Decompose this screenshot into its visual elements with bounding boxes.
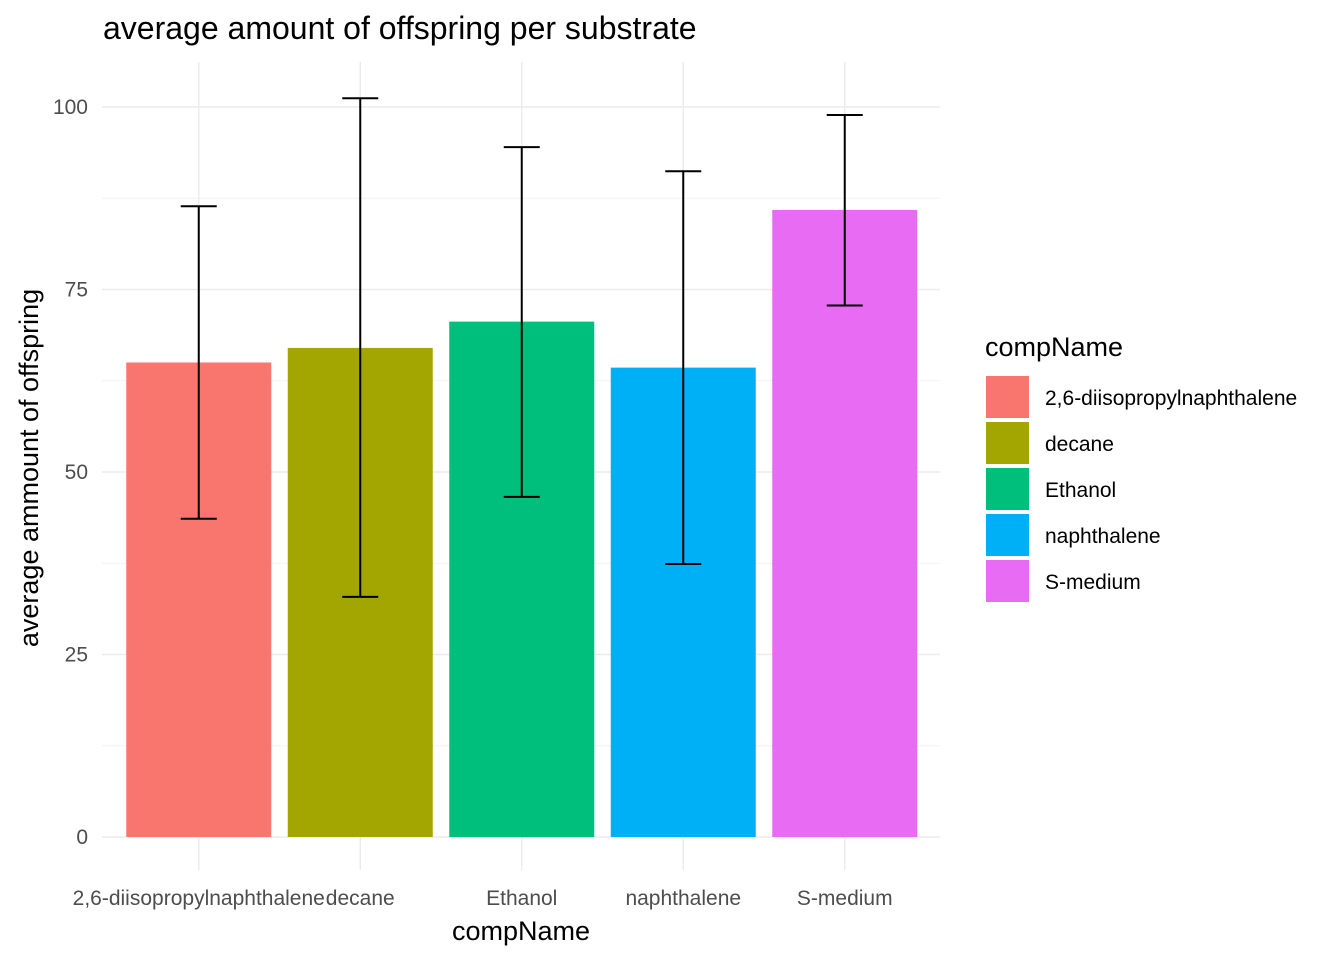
legend-swatch: [986, 514, 1029, 556]
legend-label: 2,6-diisopropylnaphthalene: [1045, 387, 1297, 410]
x-tick-label: decane: [326, 887, 395, 910]
bar: [772, 209, 918, 837]
y-axis-title: average ammount of offspring: [14, 289, 44, 647]
x-tick-label: S-medium: [797, 887, 893, 910]
legend-label: Ethanol: [1045, 479, 1116, 502]
y-tick-label: 0: [76, 826, 88, 849]
legend-label: naphthalene: [1045, 525, 1161, 548]
y-tick-label: 100: [53, 96, 88, 119]
y-tick-label: 50: [65, 461, 88, 484]
y-axis-ticks: 0 25 50 75 100: [53, 96, 88, 849]
chart-title: average amount of offspring per substrat…: [103, 10, 697, 46]
legend-swatch: [986, 468, 1029, 510]
legend-label: decane: [1045, 433, 1114, 456]
legend-swatch: [986, 422, 1029, 464]
legend: compName 2,6-diisopropylnaphthalene decan…: [985, 332, 1297, 602]
legend-swatch: [986, 376, 1029, 418]
error-bars: [180, 97, 863, 598]
x-axis-ticks: 2,6-diisopropylnaphthalene decane Ethanol n…: [73, 887, 893, 910]
y-tick-label: 25: [65, 644, 88, 667]
y-tick-label: 75: [65, 279, 88, 302]
legend-label: S-medium: [1045, 571, 1141, 594]
legend-swatch: [986, 560, 1029, 602]
x-tick-label: Ethanol: [486, 887, 557, 910]
x-tick-label: 2,6-diisopropylnaphthalene: [73, 887, 325, 910]
x-tick-label: naphthalene: [625, 887, 741, 910]
x-axis-title: compName: [452, 916, 590, 946]
legend-title: compName: [985, 332, 1123, 362]
